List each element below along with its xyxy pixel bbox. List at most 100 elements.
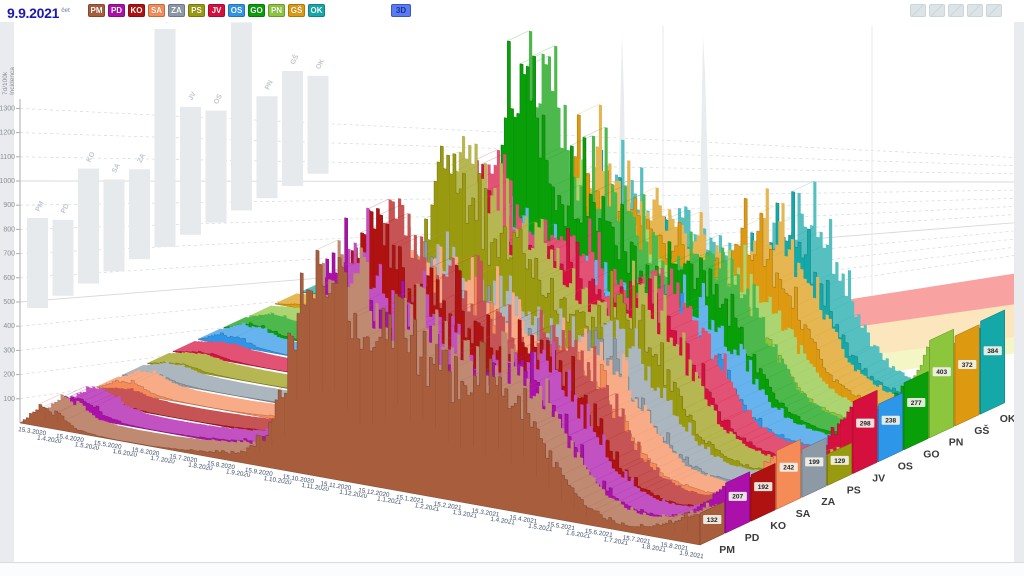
region-end-label-KO: KO bbox=[770, 520, 786, 532]
region-button-PN[interactable]: PN bbox=[268, 4, 285, 17]
value-chip-PS bbox=[830, 455, 849, 465]
value-chip-OS bbox=[881, 415, 900, 425]
y-tick-label: 300 bbox=[3, 347, 15, 354]
value-chip-PM bbox=[703, 514, 722, 524]
value-chip-OK bbox=[983, 346, 1002, 356]
value-label-PN: 403 bbox=[936, 369, 947, 376]
series-end-face-OK[interactable] bbox=[980, 309, 1005, 415]
weekday-text: čet bbox=[61, 7, 70, 14]
chart-type-buttons bbox=[910, 4, 1002, 17]
toolbar: 9.9.2021 čet PM PD KO SA ZA PS JV OS GO PN GŠ OK 3D bbox=[0, 0, 1024, 22]
series-end-face-PD[interactable] bbox=[725, 471, 750, 534]
series-end-face-OS[interactable] bbox=[878, 392, 903, 463]
series-end-face-KO[interactable] bbox=[750, 463, 776, 522]
value-label-OS: 238 bbox=[885, 418, 896, 425]
y-tick-label: 1000 bbox=[0, 178, 15, 185]
ghost-bar-label: GŠ bbox=[288, 52, 301, 65]
y-tick-label: 400 bbox=[3, 323, 15, 330]
region-button-OS[interactable]: OS bbox=[228, 4, 245, 17]
region-button-KO[interactable]: KO bbox=[128, 4, 145, 17]
value-label-PS: 129 bbox=[834, 458, 845, 465]
region-button-PD[interactable]: PD bbox=[108, 4, 125, 17]
footer-strip bbox=[0, 563, 1024, 577]
y-tick-label: 600 bbox=[3, 275, 15, 282]
region-end-label-PS: PS bbox=[847, 484, 861, 496]
series-end-face-GO[interactable] bbox=[903, 371, 929, 451]
y-tick-label: 700 bbox=[3, 251, 15, 258]
region-end-label-GŠ: GŠ bbox=[974, 424, 989, 437]
region-end-label-JV: JV bbox=[872, 472, 885, 484]
region-button-GŠ[interactable]: GŠ bbox=[288, 4, 305, 17]
series-end-labels: 384 OK 372 GŠ 403 PN 277 GO 238 OS 298 JV 129 PS 199 ZA… bbox=[703, 346, 1014, 556]
region-button-ZA[interactable]: ZA bbox=[168, 4, 185, 17]
value-chip-PD bbox=[728, 491, 747, 501]
series-end-face-JV[interactable] bbox=[852, 389, 878, 474]
date-text: 9.9.2021 bbox=[7, 5, 60, 21]
y-tick-label: 800 bbox=[3, 226, 15, 233]
value-label-PM: 132 bbox=[707, 517, 718, 524]
region-ridges bbox=[19, 30, 1005, 546]
chart-style-button-5[interactable] bbox=[986, 4, 1002, 17]
chart-style-button-4[interactable] bbox=[967, 4, 983, 17]
value-label-GŠ: 372 bbox=[962, 362, 973, 369]
view-3d-button[interactable]: 3D bbox=[391, 4, 411, 17]
region-button-OK[interactable]: OK bbox=[308, 4, 325, 17]
y-tick-label: 500 bbox=[3, 299, 15, 306]
ghost-bar-label: PN bbox=[264, 79, 275, 91]
y-tick-label: 900 bbox=[3, 202, 15, 209]
region-end-label-ZA: ZA bbox=[821, 496, 835, 508]
region-end-label-OS: OS bbox=[898, 461, 913, 473]
value-chip-JV bbox=[856, 418, 875, 428]
region-button-JV[interactable]: JV bbox=[208, 4, 225, 17]
region-button-PM[interactable]: PM bbox=[88, 4, 105, 17]
left-edge-strip bbox=[0, 22, 14, 562]
ghost-bar-label: ZA bbox=[137, 153, 148, 165]
value-chip-KO bbox=[754, 482, 773, 492]
y-axis-title-line1: 7d/100k bbox=[2, 71, 9, 95]
ghost-bar-label: OS bbox=[213, 93, 224, 106]
value-label-PD: 207 bbox=[732, 494, 743, 501]
series-end-face-SA[interactable] bbox=[776, 439, 801, 510]
region-button-SA[interactable]: SA bbox=[148, 4, 165, 17]
series-end-face-GŠ[interactable] bbox=[954, 324, 980, 427]
ghost-bar-label: SA bbox=[111, 162, 122, 174]
y-axis-title-line2: Incidenca bbox=[9, 67, 16, 95]
right-edge-strip bbox=[1014, 22, 1024, 562]
region-end-label-PN: PN bbox=[949, 437, 964, 449]
series-end-face-PN[interactable] bbox=[929, 328, 954, 439]
y-tick-label: 1200 bbox=[0, 130, 15, 137]
region-button-PS[interactable]: PS bbox=[188, 4, 205, 17]
y-tick-label: 1100 bbox=[0, 154, 15, 161]
value-label-OK: 384 bbox=[987, 348, 998, 355]
chart-style-button-1[interactable] bbox=[910, 4, 926, 17]
value-chip-GO bbox=[907, 398, 926, 408]
region-end-label-GO: GO bbox=[923, 449, 939, 461]
value-chip-PN bbox=[932, 367, 951, 377]
ghost-bar-label: PM bbox=[35, 200, 46, 213]
plot-area: PM PD KO SA ZA PS JV OS GO PN GŠ OK 384 OK 372 GŠ 403 PN 2… bbox=[17, 22, 1014, 561]
y-axis: 100 200 300 400 500 600 700 800 900 1000 1100 1200 1… bbox=[0, 67, 21, 423]
value-chip-SA bbox=[779, 462, 798, 472]
series-ridge-top-PD bbox=[45, 207, 748, 517]
date-tick-label: 1.9.2021 bbox=[679, 550, 705, 561]
value-label-GO: 277 bbox=[911, 400, 922, 407]
ghost-bar-label: PD bbox=[60, 203, 71, 215]
series-end-face-ZA[interactable] bbox=[801, 437, 827, 498]
value-chip-GŠ bbox=[958, 359, 977, 369]
value-label-ZA: 199 bbox=[809, 459, 820, 466]
chart-style-button-2[interactable] bbox=[929, 4, 945, 17]
y-tick-label: 100 bbox=[3, 396, 15, 403]
series-ridge-top-GO bbox=[224, 30, 926, 434]
region-filter-buttons: PM PD KO SA ZA PS JV OS GO PN GŠ OK bbox=[88, 4, 325, 17]
region-end-label-SA: SA bbox=[796, 508, 811, 520]
region-button-GO[interactable]: GO bbox=[248, 4, 265, 17]
series-ridge-top-PM bbox=[20, 240, 722, 527]
y-tick-label: 1300 bbox=[0, 105, 15, 112]
footer-divider bbox=[0, 562, 1024, 564]
ghost-bar-label: JV bbox=[188, 91, 198, 102]
series-ridge-top-KO bbox=[71, 198, 773, 506]
ghost-bar-label: KO bbox=[86, 150, 97, 163]
chart-style-button-3[interactable] bbox=[948, 4, 964, 17]
